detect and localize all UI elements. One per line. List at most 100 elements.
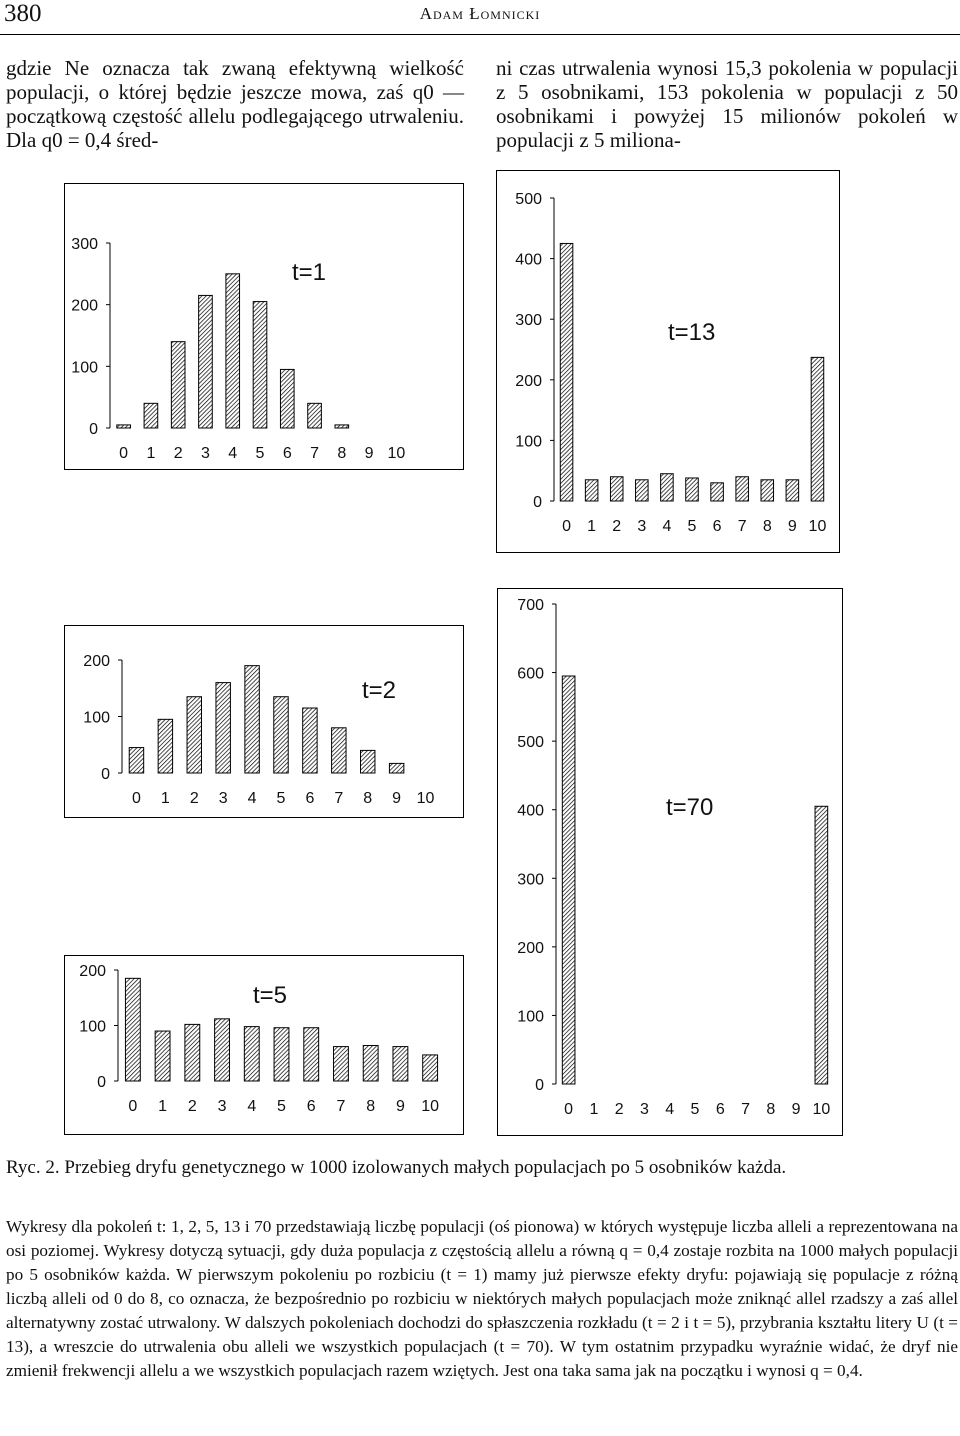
y-tick-label: 200 — [517, 940, 544, 957]
x-tick-label: 10 — [387, 445, 405, 462]
y-tick-label: 600 — [517, 666, 544, 683]
x-tick-label: 5 — [688, 518, 697, 535]
bar — [116, 424, 131, 429]
y-tick-label: 0 — [101, 766, 110, 783]
y-tick-label: 500 — [517, 734, 544, 751]
x-tick-label: 7 — [334, 790, 343, 807]
bar — [225, 273, 241, 429]
x-tick-label: 4 — [665, 1101, 674, 1118]
bar — [760, 479, 775, 502]
y-tick-label: 0 — [97, 1074, 106, 1091]
y-tick-label: 300 — [71, 236, 98, 253]
x-tick-label: 6 — [283, 445, 292, 462]
chart-title: t=13 — [668, 319, 715, 346]
x-tick-label: 6 — [713, 518, 722, 535]
bar — [561, 675, 576, 1085]
bar — [362, 1044, 379, 1082]
x-tick-label: 1 — [589, 1101, 598, 1118]
bar — [810, 356, 825, 502]
body-text-right-column: ni czas utrwalenia wynosi 15,3 pokolenia… — [496, 56, 958, 152]
x-tick-label: 7 — [741, 1101, 750, 1118]
bar — [635, 479, 649, 502]
x-tick-label: 3 — [201, 445, 210, 462]
x-tick-label: 2 — [190, 790, 199, 807]
x-tick-label: 2 — [615, 1101, 624, 1118]
x-tick-label: 1 — [161, 790, 170, 807]
y-tick-label: 0 — [535, 1077, 544, 1094]
x-tick-label: 0 — [119, 445, 128, 462]
y-tick-label: 200 — [515, 373, 542, 390]
y-tick-label: 300 — [515, 312, 542, 329]
bar — [609, 476, 624, 502]
y-tick-label: 0 — [89, 421, 98, 438]
x-tick-label: 8 — [363, 790, 372, 807]
bar — [184, 1023, 201, 1082]
x-tick-label: 9 — [792, 1101, 801, 1118]
bar — [273, 696, 289, 774]
x-tick-label: 2 — [612, 518, 621, 535]
y-tick-label: 0 — [533, 494, 542, 511]
bar — [331, 727, 347, 774]
bar — [128, 747, 145, 774]
x-tick-label: 10 — [812, 1101, 830, 1118]
y-tick-label: 100 — [71, 359, 98, 376]
x-tick-label: 2 — [188, 1098, 197, 1115]
chart-title: t=2 — [362, 677, 396, 704]
bar — [814, 805, 829, 1085]
x-tick-label: 6 — [716, 1101, 725, 1118]
bar — [388, 762, 405, 774]
x-tick-label: 6 — [305, 790, 314, 807]
x-tick-label: 3 — [219, 790, 228, 807]
x-tick-label: 5 — [691, 1101, 700, 1118]
x-tick-label: 3 — [640, 1101, 649, 1118]
bar — [157, 718, 174, 774]
x-tick-label: 4 — [228, 445, 237, 462]
bar — [685, 477, 699, 502]
x-tick-label: 10 — [417, 790, 435, 807]
x-tick-label: 0 — [128, 1098, 137, 1115]
x-tick-label: 8 — [366, 1098, 375, 1115]
bar — [334, 424, 350, 429]
chart-t70: 0 100 200 300 400 500 600 700 0 1 2 3 4 5 6 7 8 9 10 t=70 — [497, 588, 843, 1136]
bar — [124, 977, 141, 1082]
x-tick-label: 1 — [146, 445, 155, 462]
chart-svg: 0 100 200 300 0 1 2 3 4 5 6 7 8 9 10 t=1 — [64, 183, 464, 470]
chart-title: t=70 — [666, 794, 713, 821]
x-tick-label: 5 — [256, 445, 265, 462]
bar — [785, 479, 800, 502]
bar — [273, 1027, 290, 1082]
bar — [584, 479, 599, 502]
bar — [307, 402, 322, 429]
y-tick-label: 100 — [83, 710, 110, 727]
chart-title: t=5 — [253, 982, 287, 1009]
x-tick-label: 8 — [337, 445, 346, 462]
y-tick-label: 400 — [515, 252, 542, 269]
bar — [710, 482, 724, 502]
y-tick-label: 100 — [79, 1019, 106, 1036]
x-tick-label: 4 — [247, 1098, 256, 1115]
x-tick-label: 7 — [310, 445, 319, 462]
x-tick-label: 2 — [174, 445, 183, 462]
x-tick-label: 7 — [337, 1098, 346, 1115]
bar — [186, 696, 203, 774]
bar — [360, 749, 376, 774]
bar — [333, 1046, 349, 1082]
x-tick-label: 5 — [277, 790, 286, 807]
x-tick-label: 6 — [307, 1098, 316, 1115]
x-tick-label: 9 — [392, 790, 401, 807]
bar — [252, 301, 268, 429]
figure-caption-body: Wykresy dla pokoleń t: 1, 2, 5, 13 i 70 … — [6, 1217, 958, 1380]
x-tick-label: 7 — [738, 518, 747, 535]
x-tick-label: 4 — [248, 790, 257, 807]
bar — [422, 1054, 439, 1082]
y-tick-label: 500 — [515, 191, 542, 208]
bar — [392, 1046, 409, 1082]
bar — [198, 294, 213, 429]
bar — [302, 707, 318, 774]
header-rule — [0, 34, 960, 35]
bar — [660, 473, 674, 502]
x-tick-label: 9 — [788, 518, 797, 535]
bar — [559, 242, 574, 502]
bar — [170, 341, 186, 429]
